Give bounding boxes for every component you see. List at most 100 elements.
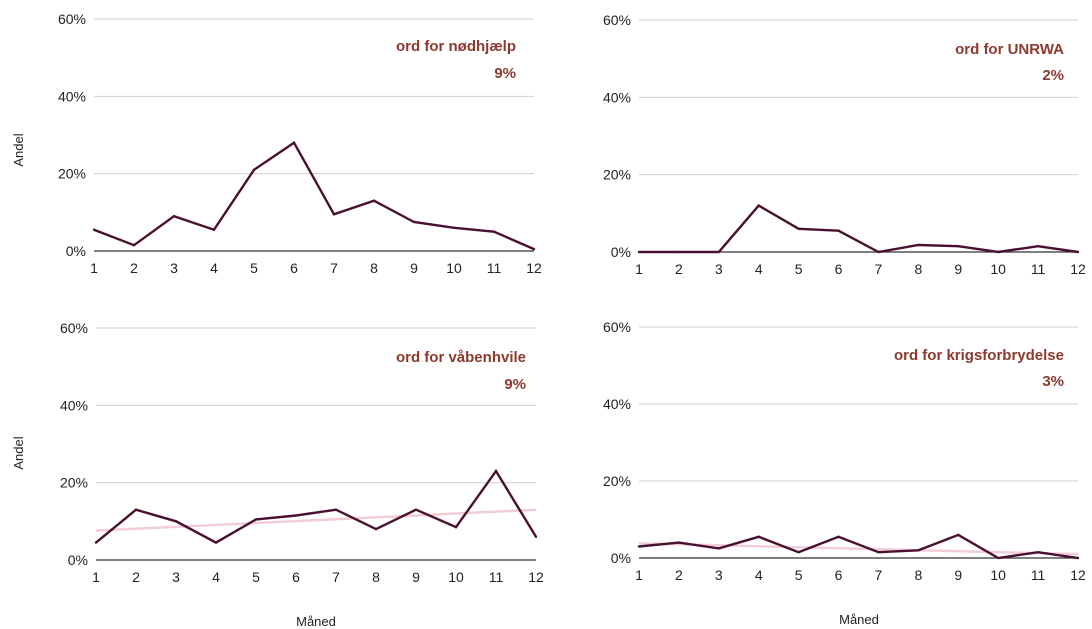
- x-tick-label: 8: [914, 261, 922, 277]
- x-tick-label: 5: [252, 569, 260, 585]
- x-tick-label: 3: [172, 569, 180, 585]
- data-point: [637, 545, 641, 548]
- data-point: [252, 168, 256, 171]
- data-point: [637, 250, 641, 254]
- x-tick-label: 3: [170, 260, 178, 276]
- data-point: [372, 199, 376, 202]
- data-point: [94, 541, 98, 544]
- y-tick-label: 60%: [603, 319, 631, 335]
- y-tick-label: 0%: [611, 244, 631, 260]
- data-point: [492, 230, 496, 233]
- data-point: [1076, 250, 1080, 254]
- x-tick-label: 2: [130, 260, 138, 276]
- x-tick-label: 6: [835, 567, 843, 583]
- data-point: [212, 228, 216, 231]
- y-tick-label: 0%: [611, 550, 631, 566]
- data-point: [412, 220, 416, 224]
- x-tick-label: 11: [489, 569, 504, 585]
- x-tick-label: 9: [954, 567, 962, 583]
- x-tick-label: 9: [954, 261, 962, 277]
- data-point: [837, 535, 840, 539]
- data-point: [92, 228, 96, 231]
- data-point: [996, 556, 1000, 560]
- data-point: [837, 229, 840, 232]
- y-tick-label: 40%: [603, 396, 631, 412]
- x-tick-label: 11: [1031, 261, 1046, 277]
- panel-summary: 2%: [1042, 67, 1064, 84]
- panel-summary: 9%: [504, 376, 526, 393]
- x-tick-label: 10: [448, 569, 464, 585]
- trend-line: [638, 542, 1079, 556]
- x-tick-label: 10: [990, 261, 1006, 277]
- x-tick-label: 1: [92, 569, 100, 585]
- data-point: [957, 245, 960, 248]
- data-point: [1076, 556, 1080, 560]
- x-tick-label: 1: [635, 567, 643, 583]
- x-tick-label: 10: [446, 260, 462, 276]
- x-tick-label: 5: [250, 260, 258, 276]
- y-tick-label: 20%: [58, 166, 86, 182]
- data-point: [134, 508, 138, 511]
- x-tick-label: 6: [292, 569, 300, 585]
- y-tick-label: 20%: [603, 167, 631, 183]
- x-tick-label: 6: [290, 260, 298, 276]
- x-tick-label: 9: [412, 569, 420, 585]
- y-tick-label: 60%: [603, 12, 631, 28]
- x-tick-label: 9: [410, 260, 418, 276]
- x-tick-label: 4: [755, 261, 763, 277]
- x-tick-label: 7: [875, 567, 883, 583]
- x-tick-label: 12: [526, 260, 542, 276]
- data-point: [172, 215, 176, 218]
- panel-summary: 9%: [494, 65, 516, 82]
- x-tick-label: 1: [635, 261, 643, 277]
- data-point: [534, 535, 538, 538]
- y-tick-label: 0%: [66, 243, 86, 259]
- x-tick-label: 10: [990, 567, 1006, 583]
- panel-title: ord for krigsforbrydelse: [894, 347, 1064, 364]
- x-tick-label: 8: [370, 260, 378, 276]
- series-line: [95, 468, 538, 544]
- series-line: [638, 533, 1079, 560]
- x-tick-label: 11: [487, 260, 502, 276]
- data-point: [677, 250, 681, 254]
- panel-summary: 3%: [1042, 373, 1064, 390]
- data-point: [1036, 551, 1040, 554]
- data-point: [334, 508, 338, 511]
- panel-title: ord for nødhjælp: [396, 38, 516, 55]
- series-line: [639, 204, 1079, 254]
- data-point: [374, 527, 378, 531]
- data-point: [957, 533, 960, 537]
- x-tick-label: 7: [875, 261, 883, 277]
- x-tick-label: 2: [675, 567, 683, 583]
- x-tick-label: 3: [715, 567, 723, 583]
- data-point: [414, 508, 418, 511]
- data-point: [917, 243, 920, 247]
- data-point: [797, 551, 800, 554]
- x-tick-label: 6: [835, 261, 843, 277]
- x-tick-label: 12: [1070, 567, 1086, 583]
- x-tick-label: 4: [210, 260, 218, 276]
- x-tick-label: 12: [528, 569, 544, 585]
- data-point: [532, 247, 536, 251]
- x-tick-label: 5: [795, 567, 803, 583]
- x-tick-label: 8: [914, 567, 922, 583]
- data-point: [757, 204, 760, 207]
- data-point: [717, 547, 721, 550]
- data-point: [214, 541, 218, 544]
- y-axis-title: Andel: [11, 133, 26, 166]
- y-tick-label: 60%: [60, 320, 88, 336]
- y-tick-label: 40%: [58, 88, 86, 104]
- data-point: [996, 250, 1000, 254]
- y-axis-title: Andel: [11, 436, 26, 469]
- panel-title: ord for UNRWA: [955, 41, 1064, 58]
- data-point: [877, 551, 880, 554]
- y-tick-label: 60%: [58, 11, 86, 27]
- data-point: [332, 213, 336, 216]
- data-point: [132, 244, 136, 247]
